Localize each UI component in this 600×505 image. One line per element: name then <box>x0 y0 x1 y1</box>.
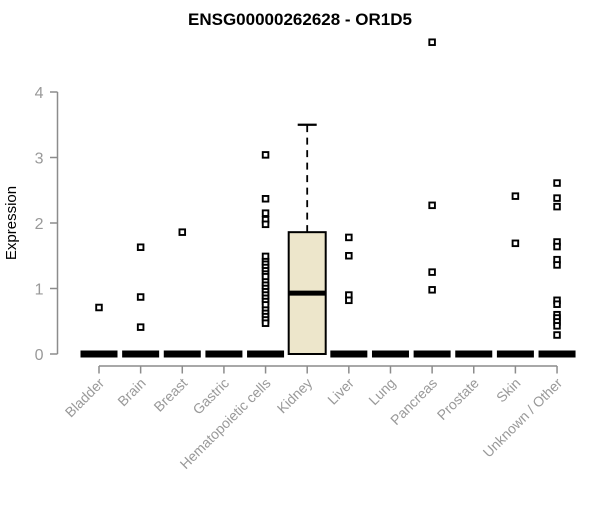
data-point <box>345 233 353 242</box>
chart-title: ENSG00000262628 - OR1D5 <box>188 10 412 29</box>
data-point <box>345 251 353 260</box>
data-point <box>178 228 187 236</box>
x-tick-label: Lung <box>365 375 398 408</box>
data-point <box>553 179 561 187</box>
y-tick-label: 4 <box>35 85 44 102</box>
data-point <box>136 293 145 301</box>
collapsed-box <box>122 350 160 358</box>
data-point <box>553 242 561 251</box>
x-tick-label: Kidney <box>274 375 316 417</box>
boxes-layer <box>80 123 576 358</box>
collapsed-box <box>205 350 243 358</box>
data-point <box>511 239 520 248</box>
y-axis-label: Expression <box>3 186 20 260</box>
data-point <box>428 286 436 294</box>
x-tick-label: Bladder <box>62 375 108 421</box>
y-axis: 0 1 2 3 4 <box>35 85 59 364</box>
collapsed-box <box>371 350 409 358</box>
collapsed-box <box>163 350 201 358</box>
collapsed-box <box>413 350 451 358</box>
x-tick-label: Unknown / Other <box>480 375 566 461</box>
collapsed-box <box>496 350 534 358</box>
x-tick-label: Brain <box>114 375 148 409</box>
y-tick-label: 1 <box>35 282 44 299</box>
data-point <box>553 261 561 269</box>
data-point <box>261 209 270 217</box>
x-tick-label: Breast <box>150 375 190 415</box>
collapsed-box <box>330 350 368 358</box>
collapsed-box <box>455 350 493 358</box>
data-point <box>261 195 270 203</box>
data-point <box>553 300 561 308</box>
data-point <box>553 194 561 202</box>
data-point <box>511 192 520 200</box>
x-tick-label: Skin <box>493 375 524 406</box>
y-tick-label: 3 <box>35 151 44 168</box>
y-tick-label: 0 <box>35 347 44 364</box>
data-point <box>261 319 270 327</box>
data-point <box>428 201 436 210</box>
data-point <box>345 296 353 305</box>
data-point <box>261 220 270 229</box>
data-point <box>428 38 436 46</box>
collapsed-box <box>538 350 576 358</box>
y-tick-label: 2 <box>35 216 44 233</box>
collapsed-box <box>80 350 118 358</box>
outlier-points-layer <box>95 38 561 339</box>
data-point <box>136 243 145 251</box>
data-point <box>95 303 103 312</box>
data-point <box>553 322 561 330</box>
data-point <box>136 323 145 331</box>
data-point <box>261 151 270 159</box>
collapsed-box <box>247 350 285 358</box>
x-tick-label: Prostate <box>434 375 482 423</box>
data-point <box>553 202 561 211</box>
data-point <box>428 268 436 276</box>
data-point <box>553 331 561 339</box>
x-tick-label: Liver <box>324 375 357 408</box>
